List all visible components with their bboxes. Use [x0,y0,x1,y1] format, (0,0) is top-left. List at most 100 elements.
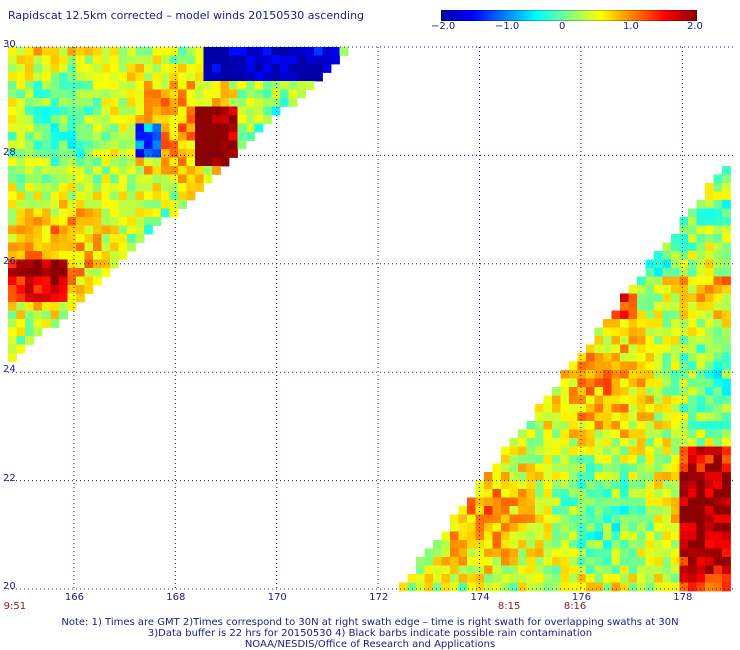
wind-cell [59,310,68,320]
wind-cell [492,548,502,558]
wind-cell [441,565,451,575]
wind-cell [25,140,34,150]
wind-cell [237,64,247,73]
wind-cell [25,123,34,133]
wind-cell [118,183,128,192]
wind-cell [603,506,612,515]
wind-cell [110,157,119,167]
wind-cell [645,370,655,379]
wind-cell [475,565,485,575]
wind-cell [59,81,68,90]
wind-cell [67,106,77,116]
wind-cell [620,370,629,379]
wind-cell [628,582,638,592]
wind-cell [186,140,196,150]
wind-cell [569,378,578,388]
wind-cell [93,132,102,141]
wind-cell [59,149,68,158]
wind-cell [671,276,680,286]
wind-cell [178,140,187,150]
wind-cell [186,81,196,90]
wind-cell [603,557,612,566]
wind-cell [628,302,638,311]
wind-cell [424,557,434,566]
wind-cell [722,208,731,218]
wind-cell [654,344,663,354]
wind-cell [577,472,587,481]
wind-cell [696,429,706,439]
wind-cell [713,523,723,532]
wind-cell [679,582,689,592]
wind-cell [645,497,655,507]
wind-cell [280,89,289,99]
wind-cell [59,183,68,192]
wind-cell [688,506,697,515]
wind-cell [93,208,102,218]
wind-cell [518,455,527,464]
wind-cell [297,64,306,73]
wind-cell [543,540,553,549]
wind-cell [8,72,17,82]
wind-cell [526,438,536,447]
wind-cell [611,319,621,328]
wind-cell [713,497,723,507]
wind-cell [722,174,731,184]
wind-cell [59,217,68,226]
wind-cell [577,531,587,541]
wind-cell [33,319,43,328]
wind-cell [594,463,604,473]
wind-cell [671,234,680,243]
wind-cell [229,106,238,116]
wind-cell [620,302,629,311]
wind-cell [475,582,485,592]
wind-cell [662,497,672,507]
wind-cell [662,489,672,498]
wind-cell [8,149,17,158]
wind-cell [654,574,663,583]
wind-cell [713,242,723,252]
wind-cell [705,480,714,490]
wind-cell [637,302,646,311]
wind-cell [662,302,672,311]
wind-cell [645,548,655,558]
wind-cell [76,132,85,141]
wind-cell [543,574,553,583]
wind-cell [118,191,128,201]
wind-cell [654,531,663,541]
wind-cell [16,344,26,354]
wind-cell [543,463,553,473]
wind-cell [526,446,536,456]
wind-cell [671,463,680,473]
wind-cell [509,497,519,507]
wind-cell [620,319,629,328]
wind-cell [16,302,26,311]
wind-cell [135,166,145,175]
wind-cell [67,72,77,82]
wind-cell [586,472,595,481]
wind-cell [696,514,706,524]
wind-cell [220,55,230,65]
wind-cell [713,531,723,541]
wind-cell [577,514,587,524]
wind-cell [501,548,510,558]
wind-cell [50,47,60,56]
wind-cell [645,421,655,430]
wind-cell [50,72,60,82]
wind-cell [662,455,672,464]
wind-cell [169,140,179,150]
wind-cell [186,174,196,184]
map-title: Rapidscat 12.5km corrected – model winds… [8,9,365,22]
wind-cell [16,251,26,260]
wind-cell [552,455,561,464]
wind-cell [416,574,425,583]
wind-cell [169,47,179,56]
wind-cell [569,480,578,490]
wind-cell [169,166,179,175]
wind-cell [696,480,706,490]
wind-cell [110,123,119,133]
lat-tick-label: 28 [3,147,16,159]
wind-cell [152,47,162,56]
wind-cell [50,89,60,99]
wind-cell [679,344,689,354]
wind-cell [535,455,544,464]
